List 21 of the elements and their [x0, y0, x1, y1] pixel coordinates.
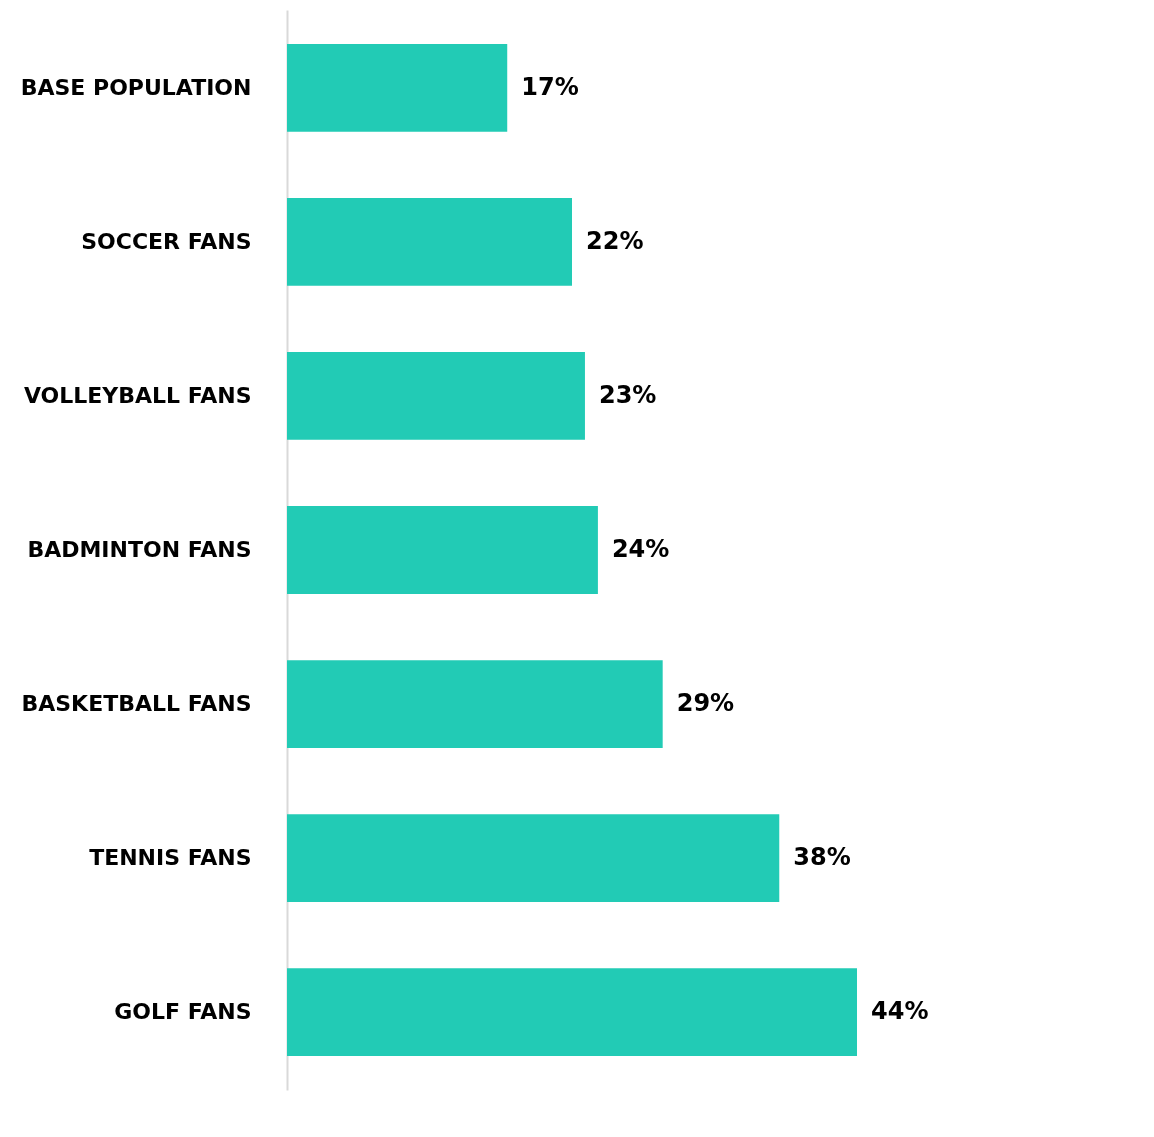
- y-tick-label: TENNIS FANS: [89, 845, 252, 871]
- data-label: 17%: [521, 72, 579, 101]
- bar: [287, 352, 585, 440]
- y-tick-label: GOLF FANS: [114, 999, 252, 1025]
- data-label: 24%: [611, 535, 670, 563]
- bar: [287, 197, 572, 286]
- y-tick-label: BASKETBALL FANS: [21, 691, 252, 717]
- y-tick-label: SOCCER FANS: [81, 228, 252, 254]
- y-tick-label: VOLLEYBALL FANS: [23, 382, 252, 408]
- bar: [287, 506, 598, 594]
- data-label: 29%: [676, 689, 735, 718]
- y-tick-label: BADMINTON FANS: [27, 537, 252, 562]
- bar: [287, 968, 857, 1057]
- data-label: 22%: [586, 226, 644, 255]
- y-tick-label: BASE POPULATION: [20, 74, 252, 100]
- data-label: 23%: [598, 380, 657, 409]
- bar: [287, 43, 508, 132]
- bar: [287, 814, 780, 903]
- data-label: 44%: [871, 997, 929, 1026]
- data-label: 38%: [793, 843, 851, 872]
- bar: [287, 660, 663, 748]
